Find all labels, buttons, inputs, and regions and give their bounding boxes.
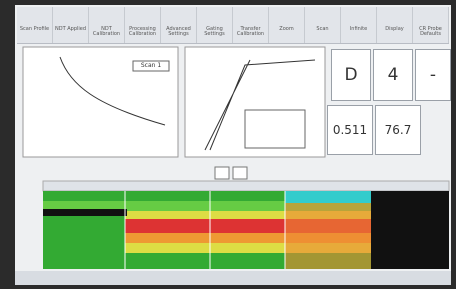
grade-panel: -	[415, 49, 451, 101]
band	[43, 209, 127, 216]
control[interactable]	[233, 167, 247, 179]
status-bar	[15, 271, 451, 285]
value-panel: 0.511	[327, 105, 373, 155]
plot-info	[245, 110, 305, 148]
grade-panel: D	[331, 49, 371, 101]
band	[285, 191, 371, 203]
control[interactable]	[215, 167, 229, 179]
grade-panel: 4	[373, 49, 413, 101]
page: Scan ProfileNDT AppliedNDT CalibrationPr…	[0, 0, 456, 289]
value-panel: 76.7	[375, 105, 421, 155]
strip-header	[43, 181, 449, 191]
dark-region	[371, 191, 449, 269]
plot-label: Scan 1	[141, 62, 161, 69]
